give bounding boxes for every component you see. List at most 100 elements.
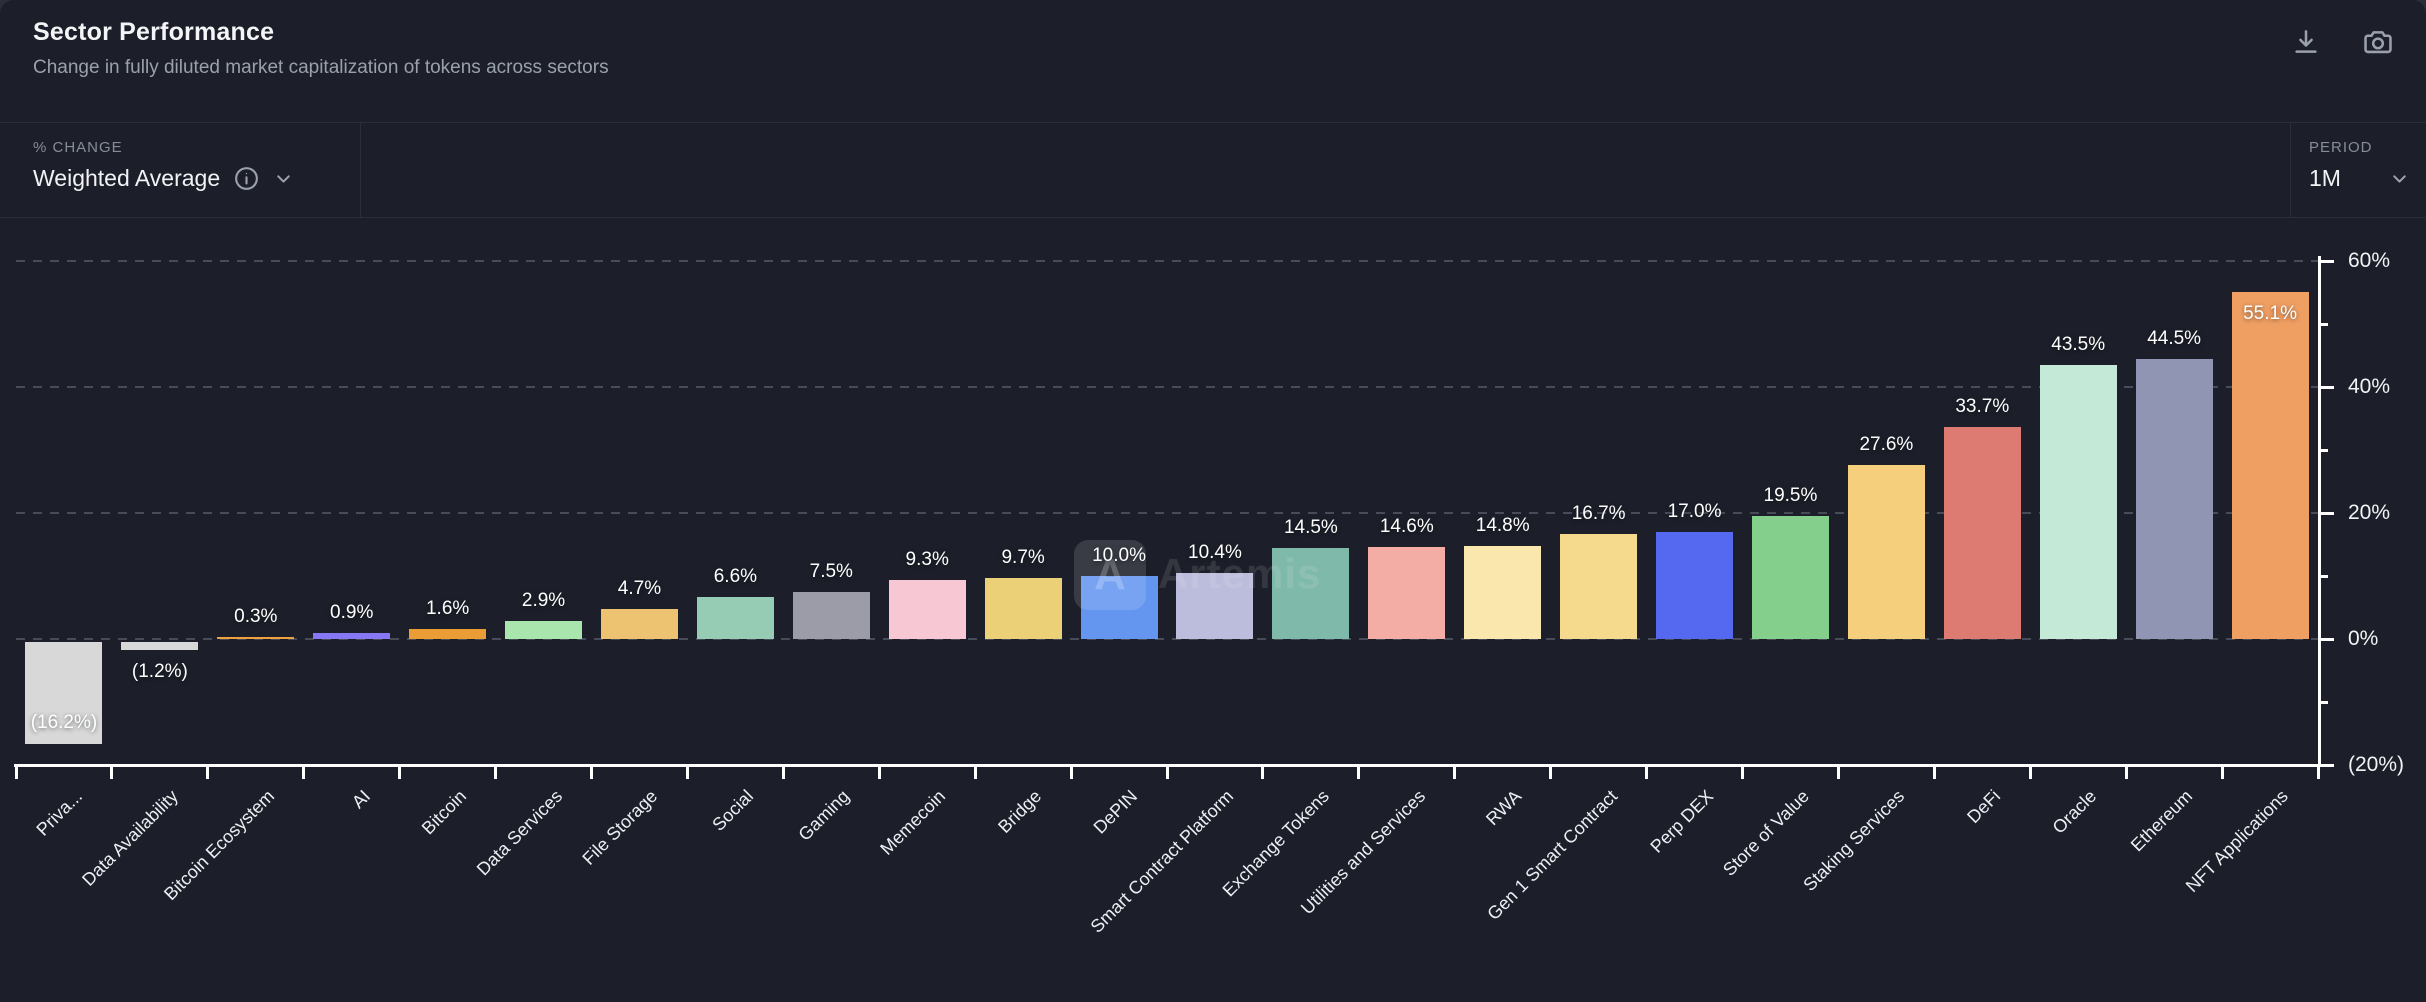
bar-Oracle[interactable] (2039, 364, 2117, 639)
bar-DePIN[interactable] (1080, 576, 1158, 639)
category-label: Oracle (2048, 786, 2101, 838)
bar-Bitcoin[interactable] (409, 628, 487, 639)
bar-value-label: 14.8% (1475, 514, 1530, 536)
x-axis-tick (398, 764, 402, 779)
category-label: RWA (1481, 786, 1525, 830)
x-axis-tick (1932, 764, 1936, 779)
bar-value-label: 0.3% (234, 605, 278, 627)
x-axis-tick (1165, 764, 1169, 779)
bar-value-label: (1.2%) (131, 660, 188, 682)
x-axis-tick (590, 764, 593, 779)
bar-NFT Applications[interactable] (2231, 291, 2309, 639)
category-label: Smart Contract Platform (1086, 786, 1238, 937)
bar-Utilities and Services[interactable] (1368, 547, 1446, 639)
bar-Data Availability[interactable] (121, 642, 199, 650)
metric-value: Weighted Average (33, 165, 221, 191)
bar-Gaming[interactable] (792, 591, 870, 639)
page-subtitle: Change in fully diluted market capitaliz… (33, 57, 609, 78)
x-axis-tick (1741, 764, 1744, 779)
bar-value-label: 9.7% (1001, 546, 1045, 568)
x-axis-tick (2124, 764, 2128, 779)
bar-value-label: 9.3% (905, 549, 949, 571)
bar-Memecoin[interactable] (888, 580, 966, 639)
x-axis-tick (1261, 764, 1265, 779)
bar-Perp DEX[interactable] (1656, 531, 1734, 639)
y-axis-label: 60% (2348, 249, 2391, 272)
y-axis-minor-tick (2318, 574, 2328, 578)
x-axis-tick (973, 764, 977, 779)
bar-value-label: 7.5% (809, 560, 853, 582)
bar-Store of Value[interactable] (1751, 516, 1829, 639)
bar-Exchange Tokens[interactable] (1272, 547, 1350, 639)
bar-DeFi[interactable] (1943, 426, 2021, 639)
gridline-40pct (16, 386, 2318, 388)
category-label: Data Services (472, 786, 566, 880)
bar-value-label: 0.9% (330, 602, 374, 624)
x-axis-tick (302, 764, 306, 779)
bar-Gen 1 Smart Contract[interactable] (1560, 533, 1638, 639)
chevron-down-icon[interactable] (2389, 168, 2410, 189)
panel-header: Sector Performance Change in fully dilut… (0, 0, 2426, 122)
period-selector[interactable]: PERIOD 1M (2290, 123, 2426, 217)
category-label: DePIN (1089, 786, 1142, 838)
bar-value-label: 33.7% (1955, 395, 2010, 417)
bar-value-label: 44.5% (2147, 327, 2202, 349)
category-label: Gaming (794, 786, 854, 845)
bar-value-label: 10.0% (1092, 545, 1146, 566)
category-label: DeFi (1963, 786, 2005, 828)
y-axis-minor-tick (2318, 448, 2328, 452)
category-label: Ethereum (2126, 786, 2197, 856)
bar-Staking Services[interactable] (1847, 465, 1925, 639)
x-axis-tick (1645, 764, 1649, 779)
camera-icon[interactable] (2360, 24, 2396, 60)
bar-Smart Contract Platform[interactable] (1176, 573, 1254, 639)
x-axis-tick (1549, 764, 1553, 779)
period-label: PERIOD (2309, 139, 2373, 156)
chevron-down-icon[interactable] (273, 168, 294, 189)
bar-value-label: 19.5% (1763, 485, 1818, 507)
metric-label: % CHANGE (33, 139, 123, 156)
x-axis-tick (685, 764, 689, 779)
bar-Data Services[interactable] (505, 620, 583, 639)
page-title: Sector Performance (33, 18, 275, 46)
bar-Priva...[interactable] (25, 642, 103, 745)
period-value: 1M (2309, 165, 2341, 191)
category-label: Exchange Tokens (1218, 786, 1334, 901)
gridline-60pct (16, 260, 2318, 262)
bar-File Storage[interactable] (600, 609, 678, 639)
y-axis-minor-tick (2318, 700, 2328, 704)
metric-selector[interactable]: % CHANGE Weighted Average (0, 123, 361, 217)
category-label: Data Availability (78, 786, 183, 890)
y-axis-major-tick (2318, 511, 2334, 515)
bar-Bitcoin Ecosystem[interactable] (217, 636, 295, 639)
y-axis-major-tick (2318, 385, 2334, 389)
y-axis-label: (20%) (2348, 753, 2405, 776)
x-axis-tick (494, 764, 498, 779)
bar-value-label: 43.5% (2051, 333, 2106, 355)
y-axis-major-tick (2318, 763, 2334, 767)
bar-value-label: 14.5% (1283, 516, 1338, 538)
x-axis-tick (877, 764, 881, 779)
bar-Bridge[interactable] (984, 577, 1062, 639)
bar-value-label: 6.6% (713, 566, 758, 588)
category-label: Utilities and Services (1296, 786, 1429, 919)
x-axis-tick (110, 764, 114, 779)
controls-row: % CHANGE Weighted Average PERIOD 1M (0, 122, 2426, 218)
y-axis-label: 40% (2348, 375, 2391, 398)
download-icon[interactable] (2288, 24, 2324, 60)
bar-Ethereum[interactable] (2135, 358, 2213, 639)
x-axis-tick (1836, 764, 1840, 779)
bar-value-label: 14.6% (1379, 516, 1434, 538)
bar-Social[interactable] (696, 597, 774, 639)
bar-RWA[interactable] (1464, 545, 1542, 639)
x-axis-tick (781, 764, 785, 779)
bar-value-label: 16.7% (1571, 502, 1626, 524)
bar-AI[interactable] (313, 633, 391, 639)
x-axis-tick (1069, 764, 1073, 779)
category-label: Bridge (994, 786, 1046, 837)
y-axis-major-tick (2318, 637, 2334, 641)
x-axis-tick (2316, 764, 2320, 779)
info-icon[interactable] (233, 165, 260, 192)
y-axis-line (2318, 256, 2321, 767)
